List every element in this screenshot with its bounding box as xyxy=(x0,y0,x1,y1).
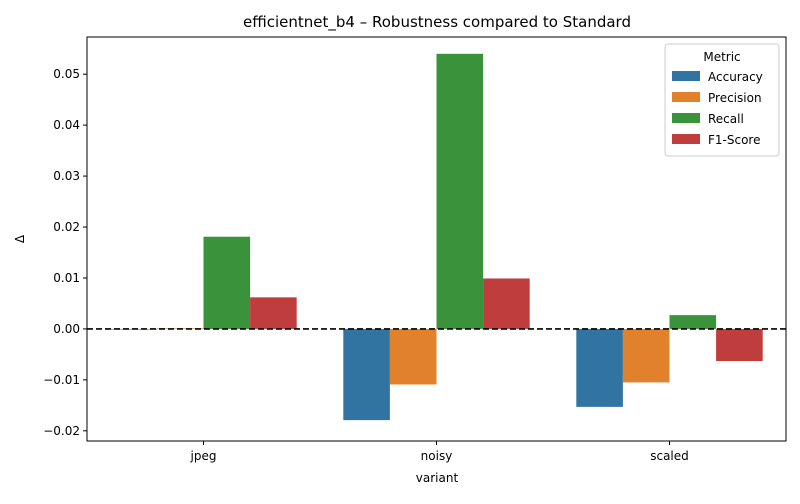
x-axis: jpeg noisy scaled xyxy=(190,441,689,463)
legend-swatch-precision xyxy=(672,92,700,102)
y-tick-label: 0.05 xyxy=(53,67,80,81)
legend-swatch-accuracy xyxy=(672,71,700,81)
legend-items: Accuracy Precision Recall F1-Score xyxy=(672,70,763,147)
legend-label-accuracy: Accuracy xyxy=(708,70,763,84)
plot-area xyxy=(87,53,786,421)
bar-accuracy-noisy xyxy=(343,328,390,421)
legend-label-recall: Recall xyxy=(708,112,744,126)
legend-swatch-recall xyxy=(672,113,700,123)
bar-precision-noisy xyxy=(389,328,437,385)
bar-recall-scaled xyxy=(669,315,717,329)
bar-recall-jpeg xyxy=(203,236,251,329)
y-tick-label: 0.03 xyxy=(53,169,80,183)
y-tick-label: 0.00 xyxy=(53,322,80,336)
y-tick-label: 0.02 xyxy=(53,220,80,234)
bar-f1-score-jpeg xyxy=(250,297,297,329)
chart-title: efficientnet_b4 – Robustness compared to… xyxy=(243,13,631,32)
legend: Metric Accuracy Precision Recall F1-Score xyxy=(664,43,780,157)
legend-title: Metric xyxy=(703,50,740,64)
y-tick-label: 0.01 xyxy=(53,271,80,285)
x-tick-label-noisy: noisy xyxy=(421,449,453,463)
bar-f1-score-scaled xyxy=(716,328,763,362)
bar-accuracy-scaled xyxy=(576,328,623,407)
y-axis: −0.02 −0.01 0.00 0.01 0.02 0.03 0.04 0.05 xyxy=(43,67,87,438)
x-tick-label-jpeg: jpeg xyxy=(190,449,217,463)
x-tick-label-scaled: scaled xyxy=(650,449,689,463)
bar-precision-scaled xyxy=(622,328,670,383)
y-axis-label: Δ xyxy=(13,234,27,243)
y-tick-label: 0.04 xyxy=(53,118,80,132)
legend-label-f1-score: F1-Score xyxy=(708,133,760,147)
x-axis-label: variant xyxy=(416,471,459,485)
bar-f1-score-noisy xyxy=(483,278,530,329)
legend-swatch-f1-score xyxy=(672,134,700,144)
bar-recall-noisy xyxy=(436,53,484,329)
legend-label-precision: Precision xyxy=(708,91,762,105)
y-tick-label: −0.01 xyxy=(43,373,80,387)
y-tick-label: −0.02 xyxy=(43,424,80,438)
